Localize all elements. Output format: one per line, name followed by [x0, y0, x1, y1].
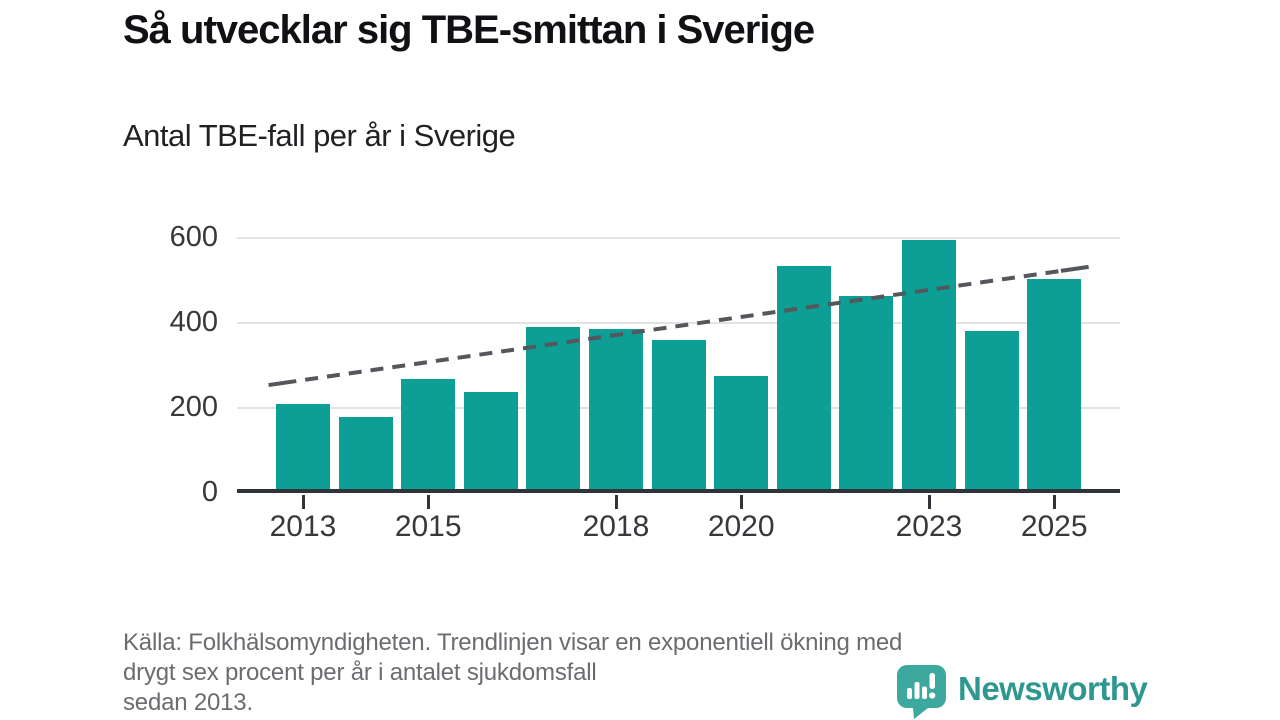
- x-tick-label-2020: 2020: [707, 510, 775, 543]
- y-tick-label-400: 400: [169, 306, 218, 338]
- x-axis-line: [237, 489, 1120, 493]
- bar-2025: [1027, 278, 1082, 493]
- bar-2015: [401, 379, 456, 493]
- x-tick-mark-2025: [1052, 495, 1056, 509]
- bar-2017: [526, 326, 581, 493]
- x-tick-mark-2018: [614, 495, 618, 509]
- source-note-line: sedan 2013.: [123, 689, 253, 716]
- bar-2014: [338, 417, 393, 493]
- bar-2016: [463, 391, 518, 493]
- plot-area: [237, 230, 1120, 493]
- bar-2021: [776, 266, 831, 493]
- chart-title: Så utvecklar sig TBE-smittan i Sverige: [123, 8, 815, 52]
- bar-2013: [276, 404, 330, 493]
- bar-2023: [902, 240, 956, 493]
- bar-2022: [839, 295, 894, 493]
- newsworthy-logo-text: Newsworthy: [958, 670, 1148, 707]
- x-tick-mark-2023: [927, 495, 931, 509]
- y-tick-label-600: 600: [169, 221, 218, 253]
- bar-2019: [651, 340, 706, 493]
- y-tick-label-0: 0: [201, 476, 218, 508]
- bar-2018: [589, 329, 643, 493]
- x-tick-label-2015: 2015: [394, 510, 462, 543]
- x-tick-mark-2013: [301, 495, 305, 509]
- x-tick-label-2023: 2023: [895, 510, 963, 543]
- x-tick-label-2025: 2025: [1020, 510, 1088, 543]
- bar-2020: [714, 376, 769, 493]
- gridline-400: [237, 322, 1120, 324]
- x-tick-label-2018: 2018: [582, 510, 650, 543]
- source-note-line: Källa: Folkhälsomyndigheten. Trendlinjen…: [123, 629, 903, 656]
- newsworthy-logo: Newsworthy: [896, 664, 1166, 720]
- x-tick-label-2013: 2013: [269, 510, 337, 543]
- y-tick-label-200: 200: [169, 391, 218, 423]
- newsworthy-speech-bubble-bar-chart-icon: [897, 665, 946, 719]
- chart-subtitle: Antal TBE-fall per år i Sverige: [123, 118, 516, 153]
- bar-2024: [964, 331, 1019, 493]
- gridline-600: [237, 237, 1120, 239]
- source-note-line: drygt sex procent per år i antalet sjukd…: [123, 659, 597, 686]
- source-note: Källa: Folkhälsomyndigheten. Trendlinjen…: [123, 628, 1133, 718]
- x-tick-mark-2015: [426, 495, 430, 509]
- x-tick-mark-2020: [739, 495, 743, 509]
